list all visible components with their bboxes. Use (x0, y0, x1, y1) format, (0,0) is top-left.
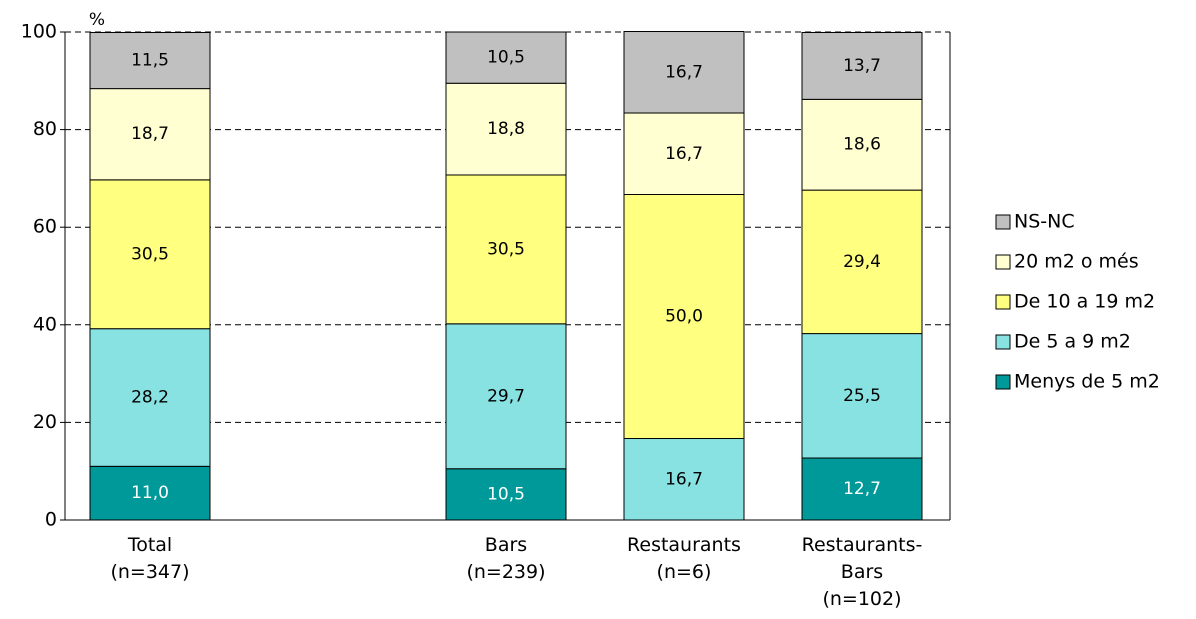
data-label: 13,7 (843, 56, 881, 76)
bar-segment (623, 438, 745, 521)
x-tick-label: Restaurants (n=6) (627, 534, 741, 583)
bar-segment (801, 98, 923, 191)
legend-label: 20 m2 o més (1014, 251, 1139, 273)
data-label: 16,7 (665, 62, 703, 82)
y-tick-label: 100 (21, 21, 57, 43)
legend-label: De 5 a 9 m2 (1014, 331, 1131, 353)
y-tick-label: 40 (33, 313, 57, 335)
bar-segment (801, 31, 923, 100)
bar-segment (445, 468, 567, 521)
bar-segment (445, 82, 567, 176)
y-tick-label: 60 (33, 216, 57, 238)
legend-swatch (995, 214, 1011, 230)
bar-segment (89, 179, 211, 330)
data-label: 16,7 (665, 144, 703, 164)
data-label: 29,4 (843, 252, 881, 272)
data-label: 12,7 (843, 479, 881, 499)
bar-segment (89, 31, 211, 90)
legend-label: De 10 a 19 m2 (1014, 291, 1155, 313)
x-tick-label: Restaurants- Bars (n=102) (801, 534, 923, 610)
x-tick-label: Total (n=347) (110, 534, 190, 583)
data-label: 18,7 (131, 124, 169, 144)
data-label: 30,5 (487, 239, 525, 259)
bar-segment (445, 31, 567, 84)
bar-segment (801, 189, 923, 335)
legend-swatch (995, 374, 1011, 390)
data-label: 29,7 (487, 386, 525, 406)
data-label: 28,2 (131, 388, 169, 408)
y-tick-label: 80 (33, 118, 57, 140)
bar-segment (89, 465, 211, 521)
data-label: 25,5 (843, 386, 881, 406)
legend-label: NS-NC (1014, 211, 1075, 233)
y-tick-label: 0 (45, 509, 57, 531)
legend-swatch (995, 294, 1011, 310)
legend-swatch (995, 334, 1011, 350)
y-axis-label: % (89, 10, 105, 30)
data-label: 18,6 (843, 135, 881, 155)
bar-segment (801, 333, 923, 459)
bar-segment (89, 88, 211, 181)
bar-segment (623, 31, 745, 114)
bar-segment (623, 194, 745, 440)
bar-segment (89, 328, 211, 467)
x-tick-label: Bars (n=239) (466, 534, 546, 583)
y-tick-label: 20 (33, 411, 57, 433)
data-label: 50,0 (665, 307, 703, 327)
data-label: 30,5 (131, 244, 169, 264)
data-label: 16,7 (665, 469, 703, 489)
bar-segment (623, 112, 745, 196)
legend-label: Menys de 5 m2 (1014, 371, 1160, 393)
data-label: 10,5 (487, 48, 525, 68)
data-label: 10,5 (487, 484, 525, 504)
bar-segment (445, 323, 567, 470)
data-label: 11,0 (131, 483, 169, 503)
data-label: 11,5 (131, 51, 169, 71)
legend-swatch (995, 254, 1011, 270)
bar-segment (801, 457, 923, 521)
data-label: 18,8 (487, 119, 525, 139)
